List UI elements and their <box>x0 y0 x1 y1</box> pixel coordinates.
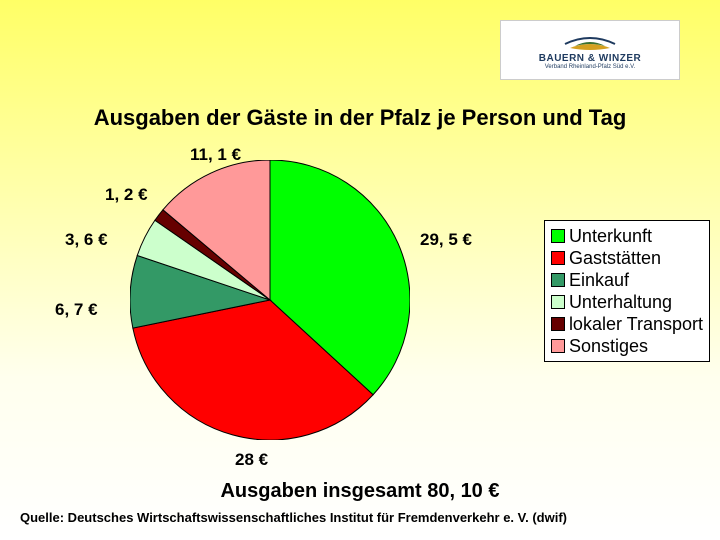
legend-item-unterkunft: Unterkunft <box>551 225 703 247</box>
legend-label: lokaler Transport <box>569 313 703 335</box>
chart-legend: UnterkunftGaststättenEinkaufUnterhaltung… <box>544 220 710 362</box>
slice-label-sonstiges: 11, 1 € <box>190 145 241 165</box>
slice-label-transport: 1, 2 € <box>105 185 148 205</box>
legend-swatch-icon <box>551 339 565 353</box>
legend-item-einkauf: Einkauf <box>551 269 703 291</box>
slice-label-unterhaltung: 3, 6 € <box>65 230 108 250</box>
pie-chart: 29, 5 €28 €6, 7 €3, 6 €1, 2 €11, 1 € <box>130 160 410 440</box>
legend-label: Unterkunft <box>569 225 652 247</box>
legend-swatch-icon <box>551 273 565 287</box>
slice-label-gaststaetten: 28 € <box>235 450 268 470</box>
legend-label: Sonstiges <box>569 335 648 357</box>
source-line: Quelle: Deutsches Wirtschaftswissenschaf… <box>20 510 567 525</box>
legend-swatch-icon <box>551 251 565 265</box>
slide-title: Ausgaben der Gäste in der Pfalz je Perso… <box>0 105 720 131</box>
legend-label: Einkauf <box>569 269 629 291</box>
legend-item-transport: lokaler Transport <box>551 313 703 335</box>
logo-mark-icon <box>560 30 620 52</box>
pie-svg <box>130 160 410 440</box>
legend-swatch-icon <box>551 229 565 243</box>
total-line: Ausgaben insgesamt 80, 10 € <box>0 480 720 503</box>
legend-label: Unterhaltung <box>569 291 672 313</box>
legend-swatch-icon <box>551 295 565 309</box>
legend-item-unterhaltung: Unterhaltung <box>551 291 703 313</box>
legend-label: Gaststätten <box>569 247 661 269</box>
legend-swatch-icon <box>551 317 565 331</box>
brand-logo: BAUERN & WINZER Verband Rheinland-Pfalz … <box>500 20 680 80</box>
slice-label-unterkunft: 29, 5 € <box>420 230 472 250</box>
logo-sub-text: Verband Rheinland-Pfalz Süd e.V. <box>545 64 636 70</box>
logo-main-text: BAUERN & WINZER <box>539 53 642 64</box>
legend-item-gaststaetten: Gaststätten <box>551 247 703 269</box>
legend-item-sonstiges: Sonstiges <box>551 335 703 357</box>
slice-label-einkauf: 6, 7 € <box>55 300 98 320</box>
